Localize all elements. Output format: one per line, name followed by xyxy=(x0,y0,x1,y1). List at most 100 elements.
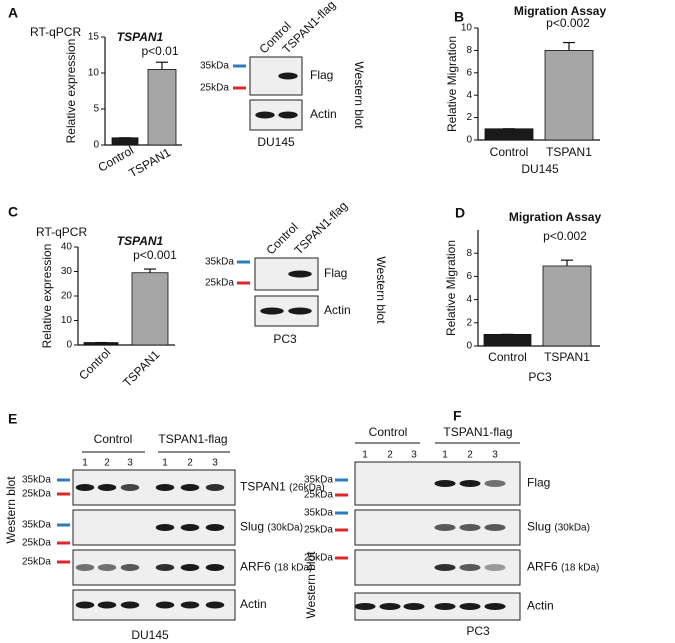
blot-band xyxy=(120,564,140,571)
blot-band xyxy=(288,270,312,278)
x-tick-label: Control xyxy=(488,350,527,364)
blot-band xyxy=(484,524,506,531)
panel-letter: B xyxy=(454,9,464,25)
y-axis-label: Relative expression xyxy=(64,39,78,144)
side-label: Western blot xyxy=(4,476,18,544)
row-name: TSPAN1 xyxy=(240,480,286,494)
panel-letter: A xyxy=(8,5,18,21)
bar xyxy=(147,69,177,146)
row-size: (18 kDa) xyxy=(561,562,599,573)
chart-title: TSPAN1 xyxy=(117,30,164,44)
blot-band xyxy=(97,564,117,571)
panel-letter: C xyxy=(8,204,18,220)
y-axis-label: Relative Migration xyxy=(445,36,459,132)
y-axis-label: Relative expression xyxy=(40,244,54,349)
row-label: TSPAN1 (26kDa) xyxy=(240,480,325,494)
blot-band xyxy=(180,564,200,571)
lane-number: 2 xyxy=(104,458,110,469)
annotation: p<0.002 xyxy=(543,229,587,243)
blot-band xyxy=(278,72,298,80)
x-tick-label: TSPAN1 xyxy=(120,347,163,390)
row-name: Flag xyxy=(527,476,550,490)
bar xyxy=(111,137,139,146)
blot-band xyxy=(484,603,506,610)
header: RT-qPCR xyxy=(30,25,81,39)
group-label: TSPAN1-flag xyxy=(158,432,227,446)
blot-band xyxy=(255,111,275,119)
y-tick-label: 4 xyxy=(466,90,472,101)
size-marker-label: 35kDa xyxy=(304,475,333,486)
row-label: ARF6 (18 kDa) xyxy=(240,560,312,574)
y-tick-label: 40 xyxy=(61,242,73,253)
size-marker-label: 35kDa xyxy=(304,508,333,519)
row-name: ARF6 xyxy=(527,560,558,574)
blot-band xyxy=(459,603,481,610)
y-tick-label: 30 xyxy=(61,266,73,277)
row-label: Actin xyxy=(310,107,337,121)
panel-letter: E xyxy=(8,411,17,427)
row-name: Actin xyxy=(310,107,337,121)
blot-band xyxy=(459,524,481,531)
panel-letter: F xyxy=(453,408,462,424)
row-size: (30kDa) xyxy=(267,522,303,533)
blot-band xyxy=(354,603,376,610)
blot-band xyxy=(459,480,481,487)
y-tick-label: 0 xyxy=(466,135,472,146)
size-marker-label: 25kDa xyxy=(22,489,51,500)
blot-band xyxy=(155,484,175,491)
x-tick-label: TSPAN1 xyxy=(126,145,173,180)
side-label: Western blot xyxy=(374,256,388,324)
y-tick-label: 8 xyxy=(466,45,472,56)
y-tick-label: 15 xyxy=(88,32,100,43)
row-name: Flag xyxy=(310,68,333,82)
row-name: ARF6 xyxy=(240,560,271,574)
blot-band xyxy=(180,524,200,531)
lane-number: 3 xyxy=(492,450,498,461)
size-marker-label: 25kDa xyxy=(304,525,333,536)
y-tick-label: 6 xyxy=(466,271,472,282)
bar xyxy=(542,265,592,347)
panel-letter: D xyxy=(455,205,465,221)
chart-title: Migration Assay xyxy=(514,4,607,18)
blot-band xyxy=(120,601,140,609)
row-size: (18 kDa) xyxy=(274,562,312,573)
side-label: Western blot xyxy=(352,61,366,129)
error-bar xyxy=(144,268,156,273)
blot-band xyxy=(75,564,95,571)
y-tick-label: 10 xyxy=(461,23,473,34)
blot-band xyxy=(97,601,117,609)
chart-title: Migration Assay xyxy=(509,210,602,224)
cell-line: DU145 xyxy=(131,628,169,642)
y-tick-label: 10 xyxy=(61,315,73,326)
y-tick-label: 6 xyxy=(466,67,472,78)
row-size: (30kDa) xyxy=(554,522,590,533)
blot-band xyxy=(379,603,401,610)
cell-line: DU145 xyxy=(257,135,295,149)
blot-band xyxy=(288,307,312,315)
blot-band xyxy=(484,480,506,487)
bar xyxy=(484,128,534,141)
size-marker-label: 25kDa xyxy=(304,553,333,564)
lane-number: 3 xyxy=(411,450,417,461)
size-marker-label: 25kDa xyxy=(22,538,51,549)
y-tick-label: 0 xyxy=(466,341,472,352)
row-name: Actin xyxy=(240,597,267,611)
annotation: p<0.01 xyxy=(141,44,178,58)
error-bar xyxy=(563,41,575,51)
annotation: p<0.001 xyxy=(133,248,177,262)
blot-band xyxy=(205,484,225,491)
blot-band xyxy=(155,601,175,609)
row-label: Actin xyxy=(240,597,267,611)
blot-band xyxy=(75,484,95,491)
bar xyxy=(131,272,169,346)
y-tick-label: 5 xyxy=(93,104,99,115)
row-name: Slug xyxy=(240,520,264,534)
blot-band xyxy=(459,564,481,571)
y-tick-label: 0 xyxy=(93,140,99,151)
y-tick-label: 0 xyxy=(66,340,72,351)
row-label: Slug (30kDa) xyxy=(240,520,303,534)
size-marker-label: 35kDa xyxy=(205,257,234,268)
row-label: Flag xyxy=(527,476,550,490)
group-label: TSPAN1-flag xyxy=(443,425,512,439)
